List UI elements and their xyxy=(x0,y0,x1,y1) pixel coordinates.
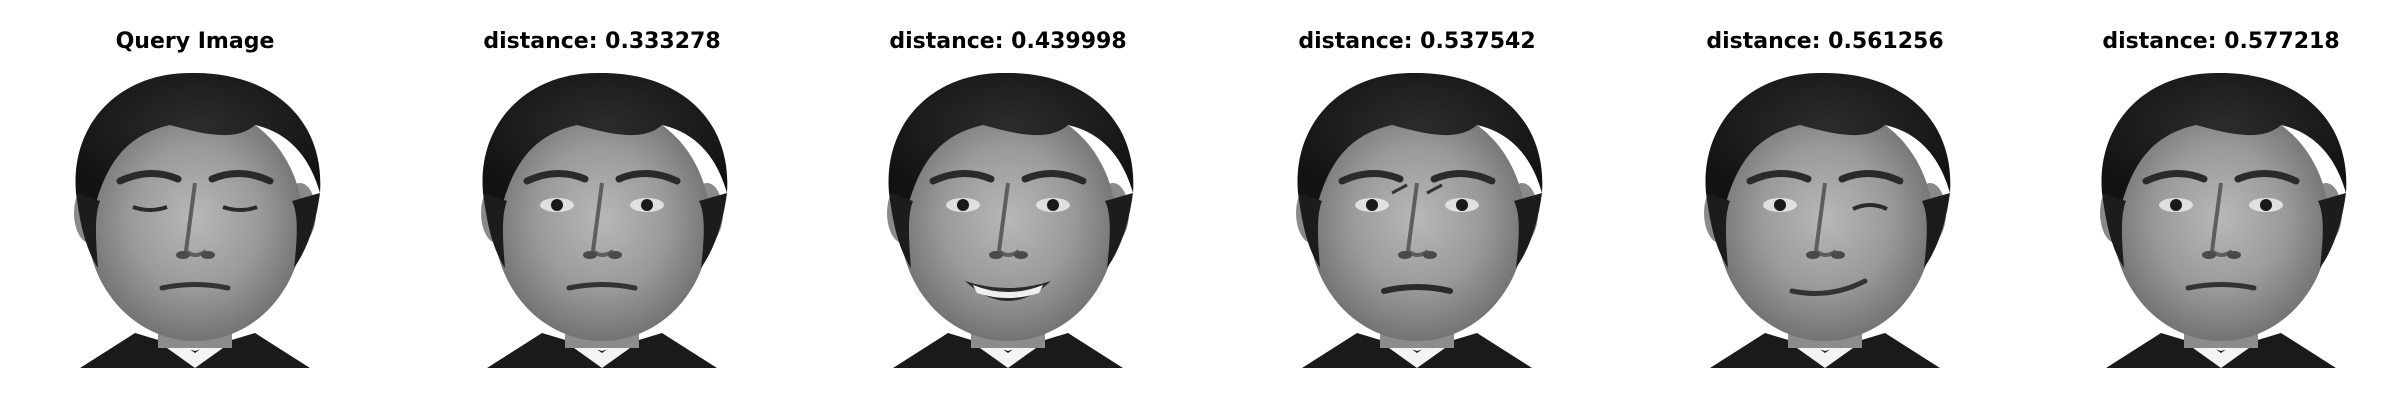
face-winking-image xyxy=(1670,63,1980,368)
result-panel: distance: 0.577218 xyxy=(2066,28,2376,368)
face-neutral-image xyxy=(447,63,757,368)
face-image xyxy=(2066,63,2376,368)
face-image xyxy=(447,63,757,368)
result-panel: distance: 0.561256 xyxy=(1670,28,1980,368)
result-panel: distance: 0.333278 xyxy=(447,28,757,368)
panel-title: Query Image xyxy=(115,29,275,54)
result-panel: distance: 0.439998 xyxy=(853,28,1163,368)
face-frowning-image xyxy=(1262,63,1572,368)
face-query-eyes-closed-image xyxy=(40,63,350,368)
face-image xyxy=(1670,63,1980,368)
panel-title: distance: 0.561256 xyxy=(1706,29,1944,54)
panel-title: distance: 0.577218 xyxy=(2102,29,2340,54)
panel-title: distance: 0.439998 xyxy=(889,29,1127,54)
face-image xyxy=(1262,63,1572,368)
face-smiling-image xyxy=(853,63,1163,368)
panel-title: distance: 0.333278 xyxy=(483,29,721,54)
result-panel: Query Image xyxy=(40,28,350,368)
face-image xyxy=(853,63,1163,368)
panel-title: distance: 0.537542 xyxy=(1298,29,1536,54)
face-image xyxy=(40,63,350,368)
face-neutral-image xyxy=(2066,63,2376,368)
result-panel: distance: 0.537542 xyxy=(1262,28,1572,368)
